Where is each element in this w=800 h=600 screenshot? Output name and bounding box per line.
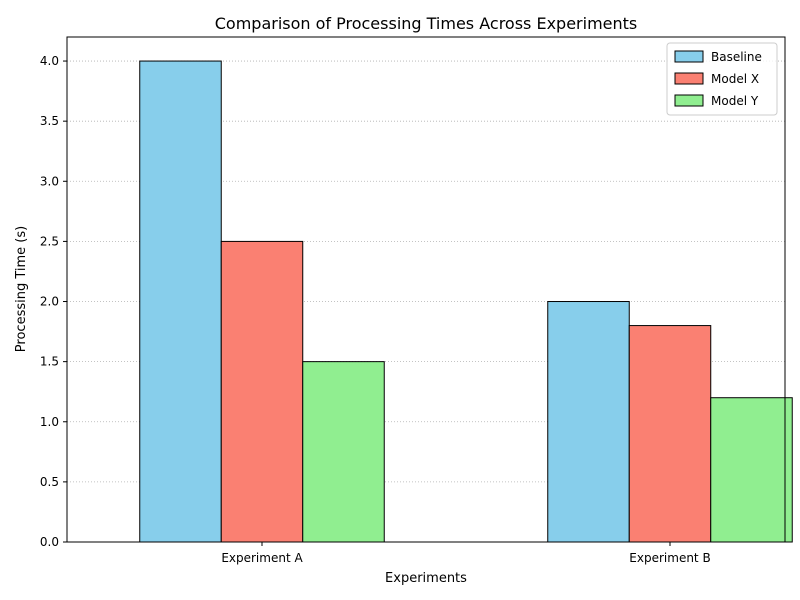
axes <box>66 36 786 543</box>
legend: Baseline Model X Model Y <box>666 42 778 116</box>
legend-label: Model Y <box>711 94 759 108</box>
y-tick-label: 1.5 <box>40 355 59 369</box>
y-tick-label: 4.0 <box>40 54 59 68</box>
chart-title: Comparison of Processing Times Across Ex… <box>215 14 638 33</box>
bar-model-y-experiment-a <box>302 361 385 543</box>
y-ticks: 0.0 0.5 1.0 1.5 2.0 2.5 3.0 3.5 4.0 <box>40 54 67 549</box>
y-tick-label: 1.0 <box>40 415 59 429</box>
legend-swatch <box>674 94 704 107</box>
y-axis-title: Processing Time (s) <box>14 226 29 352</box>
legend-label: Baseline <box>711 50 762 64</box>
bars <box>139 60 793 543</box>
bar-model-x-experiment-b <box>628 325 712 543</box>
legend-label: Model X <box>711 72 759 86</box>
legend-swatch <box>674 50 704 63</box>
y-tick-label: 0.0 <box>40 535 59 549</box>
bar-model-y-experiment-b <box>710 397 793 543</box>
y-tick-label: 0.5 <box>40 475 59 489</box>
legend-swatch <box>674 72 704 85</box>
plot-frame <box>66 36 786 543</box>
y-tick-label: 3.0 <box>40 174 59 188</box>
x-tick-label: Experiment B <box>629 551 710 565</box>
x-axis-title: Experiments <box>385 571 467 586</box>
bar-baseline-experiment-a <box>139 60 222 543</box>
bar-baseline-experiment-b <box>547 301 630 543</box>
y-tick-label: 2.5 <box>40 234 59 248</box>
y-tick-label: 3.5 <box>40 114 59 128</box>
x-ticks: Experiment A Experiment B <box>221 542 711 565</box>
bar-model-x-experiment-a <box>220 240 304 543</box>
x-tick-label: Experiment A <box>221 551 303 565</box>
y-tick-label: 2.0 <box>40 295 59 309</box>
